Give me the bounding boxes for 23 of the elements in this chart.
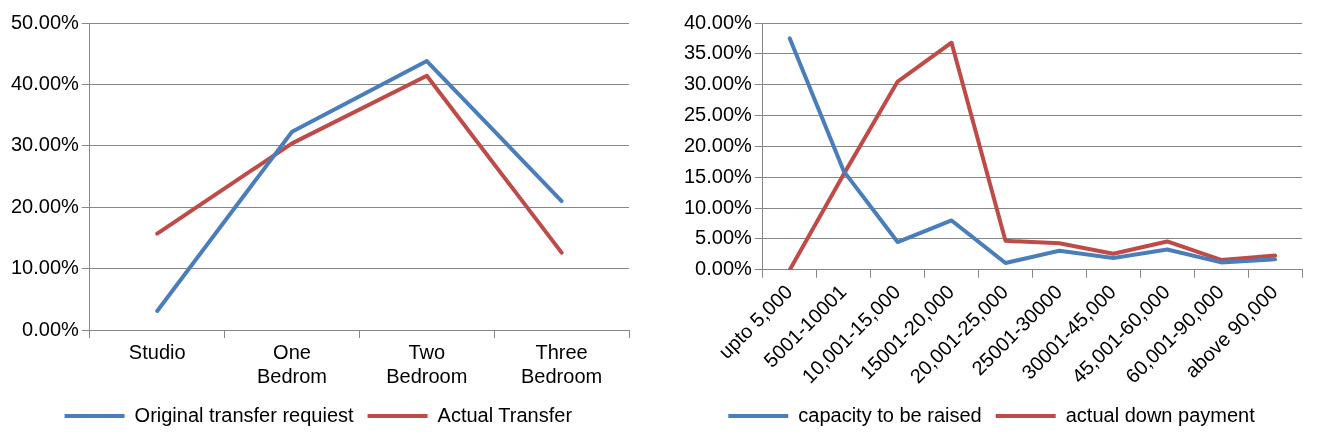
y-tick-label: 0.00% (22, 317, 80, 340)
y-tick-label: 30.00% (683, 72, 753, 95)
x-tick-label: Three Bedroom (521, 340, 603, 387)
y-tick-label: 40.00% (683, 10, 753, 33)
y-tick-label: 40.00% (10, 71, 80, 94)
legend-label: actual down payment (1065, 403, 1256, 426)
y-tick-label: 25.00% (683, 103, 753, 126)
x-tick-label: One Bedrom (257, 340, 328, 387)
y-tick-label: 0.00% (695, 257, 753, 280)
legend-label: capacity to be raised (798, 403, 982, 426)
x-tick-label: Studio (128, 340, 186, 363)
x-tick-label: Two Bedroom (386, 340, 468, 387)
y-tick-label: 10.00% (683, 195, 753, 218)
y-tick-label: 30.00% (10, 133, 80, 156)
y-tick-label: 20.00% (10, 194, 80, 217)
y-tick-label: 10.00% (10, 256, 80, 279)
legend-label: Actual Transfer (437, 403, 573, 426)
y-tick-label: 20.00% (683, 133, 753, 156)
legend-label: Original transfer requiest (134, 403, 354, 426)
y-tick-label: 35.00% (683, 41, 753, 64)
y-tick-label: 15.00% (683, 164, 753, 187)
y-tick-label: 5.00% (695, 226, 753, 249)
y-tick-label: 50.00% (10, 10, 80, 33)
